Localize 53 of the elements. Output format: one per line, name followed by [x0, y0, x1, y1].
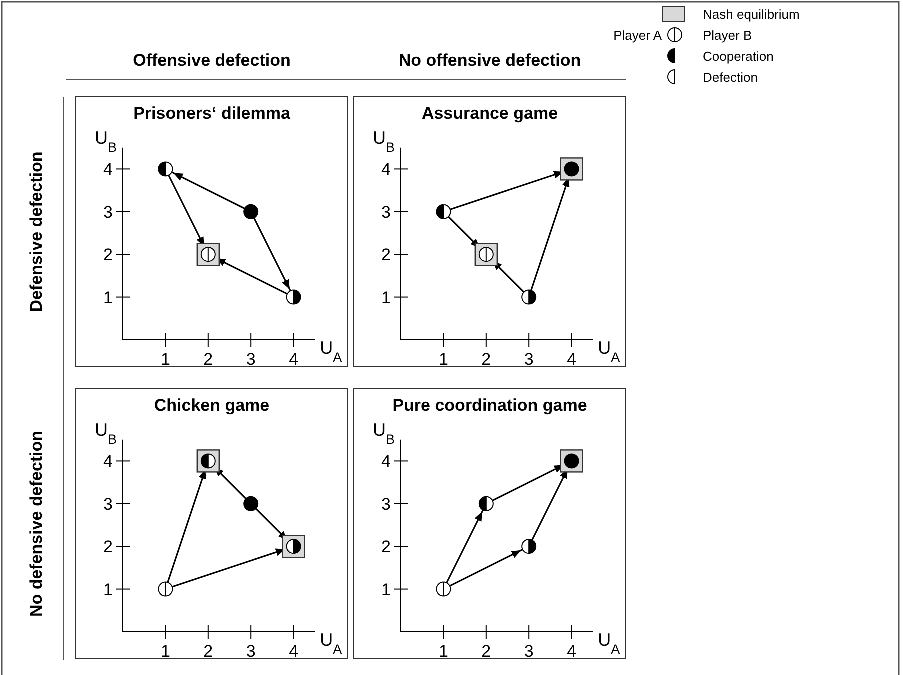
x-tick-label: 1 [438, 642, 448, 661]
x-tick-label: 2 [204, 642, 214, 661]
chart-title: Pure coordination game [392, 396, 588, 415]
text: No defensive defection [27, 430, 46, 618]
text: Player A [614, 28, 662, 43]
x-tick-label: 2 [482, 350, 492, 369]
x-axis-title: U$_{A}$ [320, 630, 342, 656]
x-tick-label: 1 [160, 642, 170, 661]
x-tick-label: 2 [482, 642, 492, 661]
legend-label: Player B [703, 28, 752, 43]
x-tick-label: 2 [204, 350, 214, 369]
legend-label: Nash equilibrium [703, 7, 800, 22]
x-tick-label: 3 [524, 642, 534, 661]
y-tick-label: 3 [104, 494, 113, 514]
y-tick-label: 3 [382, 202, 391, 222]
x-tick-label: 3 [524, 350, 534, 369]
text: No offensive defection [398, 51, 582, 70]
y-tick-label: 3 [382, 494, 391, 514]
text: Cooperation [703, 49, 774, 64]
y-axis-title: U$_{B}$ [373, 128, 396, 154]
y-axis-title: U$_{B}$ [95, 128, 118, 154]
chart-title: Prisoners‘ dilemma [134, 104, 291, 123]
x-axis-title: U$_{A}$ [598, 630, 620, 656]
y-tick-label: 4 [382, 160, 391, 180]
y-tick-label: 2 [382, 246, 391, 265]
y-tick-label: 2 [104, 246, 113, 265]
y-tick-label: 1 [104, 580, 113, 600]
text: Defensive defection [27, 152, 46, 312]
x-tick-label: 3 [246, 642, 256, 661]
x-tick-label: 1 [160, 350, 170, 369]
text: Defection [703, 70, 758, 85]
x-tick-label: 4 [289, 350, 299, 369]
x-tick-label: 3 [246, 350, 256, 369]
y-tick-label: 1 [382, 288, 391, 308]
x-axis-title: U$_{A}$ [598, 338, 620, 364]
y-axis-title: U$_{B}$ [95, 420, 118, 446]
x-tick-label: 4 [289, 642, 299, 661]
y-tick-label: 1 [104, 288, 113, 308]
x-tick-label: 4 [567, 350, 577, 369]
y-tick-label: 2 [382, 538, 391, 557]
y-tick-label: 4 [382, 452, 391, 472]
text: Offensive defection [133, 51, 291, 70]
y-tick-label: 3 [104, 202, 113, 222]
x-axis-title: U$_{A}$ [320, 338, 342, 364]
y-tick-label: 4 [104, 160, 113, 180]
chart-title: Assurance game [422, 104, 558, 123]
y-axis-title: U$_{B}$ [373, 420, 396, 446]
chart-title: Chicken game [154, 396, 270, 415]
x-tick-label: 4 [567, 642, 577, 661]
x-tick-label: 1 [438, 350, 448, 369]
y-tick-label: 4 [104, 452, 113, 472]
y-tick-label: 2 [104, 538, 113, 557]
y-tick-label: 1 [382, 580, 391, 600]
